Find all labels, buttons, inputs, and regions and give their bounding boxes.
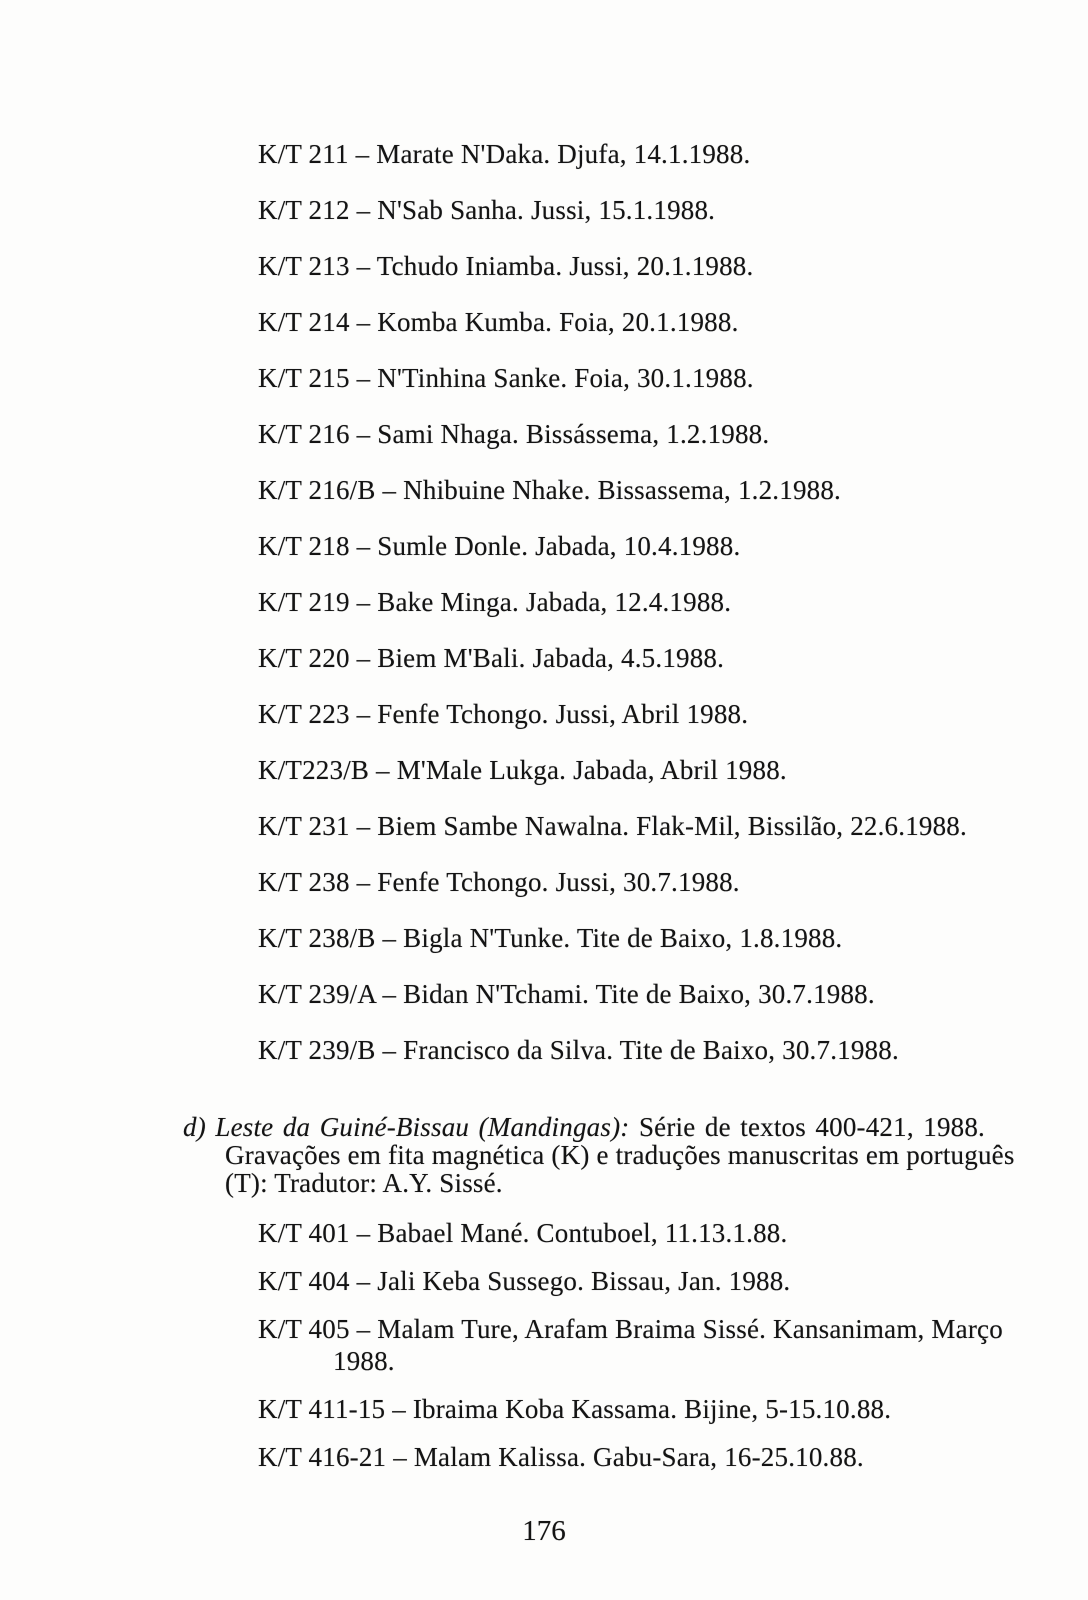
catalog-entry: K/T223/B – M'Male Lukga. Jabada, Abril 1… bbox=[258, 755, 787, 785]
catalog-entry: K/T 216/B – Nhibuine Nhake. Bissassema, … bbox=[258, 475, 842, 505]
catalog-entry: K/T 218 – Sumle Donle. Jabada, 10.4.1988… bbox=[258, 531, 741, 561]
catalog-entry: K/T 238 – Fenfe Tchongo. Jussi, 30.7.198… bbox=[258, 867, 740, 897]
catalog-entry: K/T 212 – N'Sab Sanha. Jussi, 15.1.1988. bbox=[258, 195, 716, 225]
catalog-entry: K/T 213 – Tchudo Iniamba. Jussi, 20.1.19… bbox=[258, 251, 754, 281]
catalog-entry: K/T 216 – Sami Nhaga. Bissássema, 1.2.19… bbox=[258, 419, 770, 449]
catalog-entry: K/T 239/A – Bidan N'Tchami. Tite de Baix… bbox=[258, 979, 875, 1009]
catalog-entry: K/T 405 – Malam Ture, Arafam Braima Siss… bbox=[258, 1313, 1088, 1377]
page-number: 176 bbox=[522, 1515, 566, 1547]
catalog-entry: K/T 416-21 – Malam Kalissa. Gabu-Sara, 1… bbox=[258, 1442, 864, 1472]
catalog-entry: K/T 215 – N'Tinhina Sanke. Foia, 30.1.19… bbox=[258, 363, 754, 393]
catalog-entry: K/T 214 – Komba Kumba. Foia, 20.1.1988. bbox=[258, 307, 739, 337]
catalog-entry-line-1: K/T 405 – Malam Ture, Arafam Braima Siss… bbox=[258, 1314, 1003, 1344]
catalog-entry: K/T 220 – Biem M'Bali. Jabada, 4.5.1988. bbox=[258, 643, 725, 673]
section-d-subtitle: Série de textos 400-421, 1988. bbox=[638, 1112, 985, 1142]
catalog-entry: K/T 231 – Biem Sambe Nawalna. Flak-Mil, … bbox=[258, 811, 967, 841]
section-d-heading-line-2: Gravações em fita magnética (K) e traduç… bbox=[225, 1140, 1015, 1170]
recordings-list-series-200: K/T 211 – Marate N'Daka. Djufa, 14.1.198… bbox=[258, 138, 1028, 1066]
catalog-entry: K/T 404 – Jali Keba Sussego. Bissau, Jan… bbox=[258, 1266, 791, 1296]
catalog-entry: K/T 223 – Fenfe Tchongo. Jussi, Abril 19… bbox=[258, 699, 749, 729]
section-d-heading-line-3: (T): Tradutor: A.Y. Sissé. bbox=[225, 1168, 503, 1198]
recordings-list-series-400: K/T 401 – Babael Mané. Contuboel, 11.13.… bbox=[258, 1217, 1088, 1473]
section-d-heading: d) Leste da Guiné-Bissau (Mandingas): Sé… bbox=[183, 1113, 1015, 1198]
catalog-entry: K/T 239/B – Francisco da Silva. Tite de … bbox=[258, 1035, 899, 1065]
section-d-title: d) Leste da Guiné-Bissau (Mandingas): bbox=[183, 1112, 630, 1142]
catalog-entry: K/T 238/B – Bigla N'Tunke. Tite de Baixo… bbox=[258, 923, 843, 953]
catalog-entry: K/T 219 – Bake Minga. Jabada, 12.4.1988. bbox=[258, 587, 732, 617]
catalog-entry: K/T 211 – Marate N'Daka. Djufa, 14.1.198… bbox=[258, 139, 751, 169]
section-d-heading-line-1: d) Leste da Guiné-Bissau (Mandingas): Sé… bbox=[183, 1113, 985, 1141]
catalog-entry: K/T 401 – Babael Mané. Contuboel, 11.13.… bbox=[258, 1218, 788, 1248]
catalog-entry-line-2: 1988. bbox=[333, 1346, 395, 1376]
catalog-entry: K/T 411-15 – Ibraima Koba Kassama. Bijin… bbox=[258, 1394, 892, 1424]
